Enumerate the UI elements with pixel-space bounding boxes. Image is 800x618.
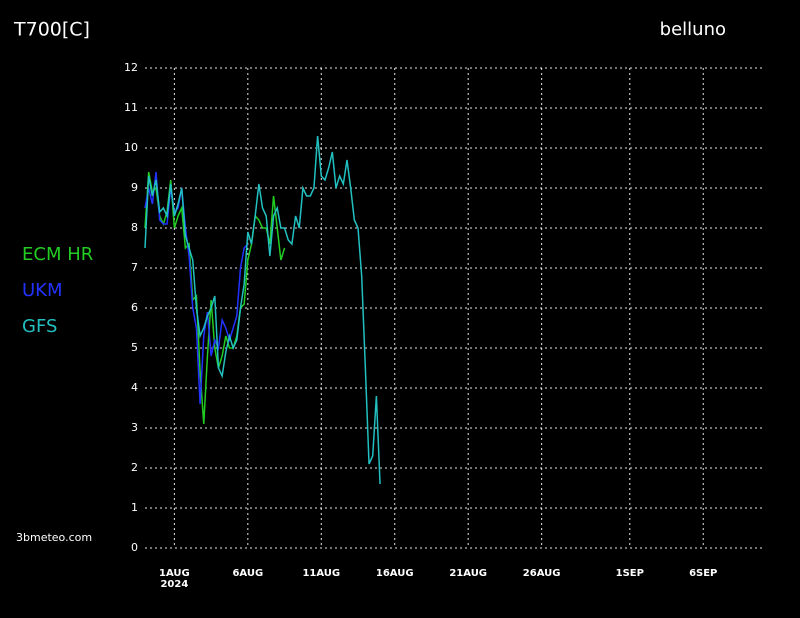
y-tick-label: 11 [124,101,138,114]
y-tick-label: 8 [131,221,138,234]
x-year-label: 2024 [160,579,188,590]
y-tick-label: 2 [131,461,138,474]
y-tick-label: 5 [131,341,138,354]
y-tick-label: 6 [131,301,138,314]
y-tick-label: 7 [131,261,138,274]
x-tick-label: 16AUG [376,568,414,579]
source-label: 3bmeteo.com [16,531,92,544]
x-tick-label: 11AUG [302,568,340,579]
x-tick-label: 6SEP [689,568,717,579]
y-tick-label: 1 [131,501,138,514]
legend-entry: ECM HR [22,244,93,265]
y-tick-label: 12 [124,61,138,74]
series-line [144,171,249,405]
series-line [144,135,381,485]
y-tick-label: 0 [131,541,138,554]
x-tick-label: 6AUG [232,568,263,579]
legend-entry: GFS [22,316,57,337]
x-tick-label: 1AUG [159,568,190,579]
x-tick-label: 21AUG [449,568,487,579]
y-tick-label: 9 [131,181,138,194]
y-tick-label: 4 [131,381,138,394]
legend-entry: UKM [22,280,63,301]
y-tick-label: 3 [131,421,138,434]
y-tick-label: 10 [124,141,138,154]
location-label: belluno [660,19,726,40]
x-tick-label: 1SEP [616,568,644,579]
x-tick-label: 26AUG [523,568,561,579]
chart-title: T700[C] [13,19,90,41]
